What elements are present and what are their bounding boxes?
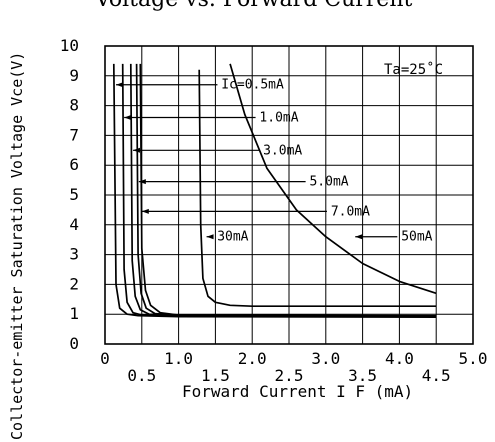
x-tick-label-1: 0.5	[127, 366, 156, 385]
series-line-1	[121, 63, 437, 318]
curve-arrowhead-6	[355, 234, 363, 240]
annotation-ta: Ta=25˚C	[384, 61, 443, 78]
x-tick-label-6: 3.0	[311, 349, 340, 368]
series-line-2	[129, 63, 437, 318]
y-tick-label-8: 8	[69, 96, 79, 115]
curve-label-2: 3.0mA	[263, 143, 302, 158]
x-axis-label: Forward Current I F (mA)	[182, 382, 413, 401]
curve-arrowhead-5	[206, 234, 214, 240]
y-tick-label-10: 10	[60, 36, 79, 55]
y-tick-label-2: 2	[69, 274, 79, 293]
curve-label-1: 1.0mA	[259, 111, 298, 126]
x-tick-label-10: 5.0	[459, 349, 488, 368]
x-tick-labels: 0 0.5 1.0 1.5 2.0 2.5 3.0 3.5 4.0 4.5 5.0	[100, 349, 487, 385]
grid	[105, 46, 473, 344]
x-tick-label-2: 1.0	[164, 349, 193, 368]
x-tick-label-3: 1.5	[201, 366, 230, 385]
y-tick-labels: 0 1 2 3 4 5 6 7 8 9 10	[60, 36, 79, 353]
chart-title: Voltage vs. Forward Current	[94, 0, 412, 12]
curve-arrowhead-3	[138, 179, 146, 185]
plot-frame	[104, 45, 474, 345]
y-tick-label-9: 9	[69, 66, 79, 85]
curve-labels: Ic=0.5mA 1.0mA 3.0mA 5.0mA 7.0mA 30mA 50mA	[116, 78, 433, 245]
curve-arrowhead-4	[141, 208, 149, 214]
x-tick-label-9: 4.5	[422, 366, 451, 385]
x-tick-label-0: 0	[100, 349, 110, 368]
series-layer	[112, 63, 437, 319]
curve-arrowhead-0	[116, 82, 124, 88]
series-line-6	[229, 63, 437, 295]
x-tick-label-4: 2.0	[238, 349, 267, 368]
curve-label-3: 5.0mA	[309, 175, 348, 190]
curve-arrowhead-1	[124, 115, 132, 121]
series-line-0	[112, 63, 437, 319]
y-tick-label-4: 4	[69, 215, 79, 234]
curve-label-6: 50mA	[401, 230, 432, 245]
y-axis-label: Collector-emitter Saturation Voltage Vce…	[8, 52, 26, 440]
curve-label-5: 30mA	[217, 230, 248, 245]
y-tick-label-6: 6	[69, 155, 79, 174]
y-tick-label-7: 7	[69, 125, 79, 144]
curve-label-0: Ic=0.5mA	[221, 78, 284, 93]
curve-label-4: 7.0mA	[331, 204, 370, 219]
y-tick-label-1: 1	[69, 304, 79, 323]
series-line-5	[198, 69, 437, 308]
curve-arrowhead-2	[132, 147, 140, 153]
series-line-4	[139, 63, 437, 317]
x-tick-label-5: 2.5	[275, 366, 304, 385]
y-tick-label-0: 0	[69, 334, 79, 353]
x-tick-label-8: 4.0	[385, 349, 414, 368]
y-tick-label-3: 3	[69, 245, 79, 264]
x-tick-label-7: 3.5	[348, 366, 377, 385]
y-tick-label-5: 5	[69, 185, 79, 204]
